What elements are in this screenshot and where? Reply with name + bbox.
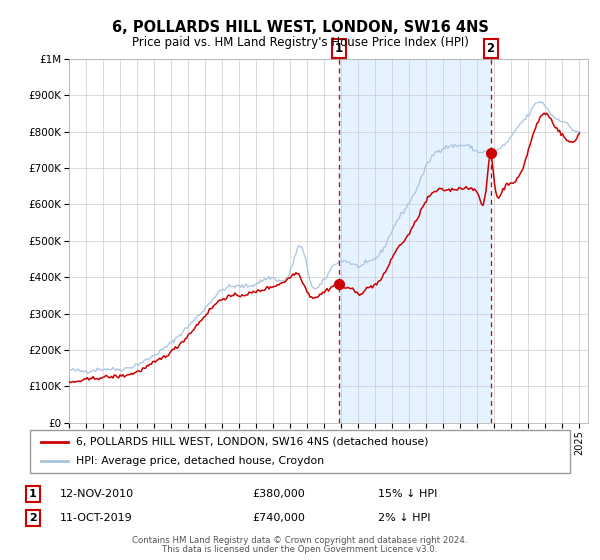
Text: 11-OCT-2019: 11-OCT-2019 bbox=[60, 513, 133, 523]
Text: £740,000: £740,000 bbox=[252, 513, 305, 523]
Text: 2: 2 bbox=[487, 41, 495, 55]
Text: 2: 2 bbox=[29, 513, 37, 523]
Text: 1: 1 bbox=[29, 489, 37, 499]
Text: £380,000: £380,000 bbox=[252, 489, 305, 499]
Text: HPI: Average price, detached house, Croydon: HPI: Average price, detached house, Croy… bbox=[76, 456, 324, 466]
Text: Price paid vs. HM Land Registry's House Price Index (HPI): Price paid vs. HM Land Registry's House … bbox=[131, 36, 469, 49]
Text: 2% ↓ HPI: 2% ↓ HPI bbox=[378, 513, 431, 523]
Text: 15% ↓ HPI: 15% ↓ HPI bbox=[378, 489, 437, 499]
Text: 6, POLLARDS HILL WEST, LONDON, SW16 4NS: 6, POLLARDS HILL WEST, LONDON, SW16 4NS bbox=[112, 20, 488, 35]
Text: Contains HM Land Registry data © Crown copyright and database right 2024.: Contains HM Land Registry data © Crown c… bbox=[132, 536, 468, 545]
FancyBboxPatch shape bbox=[30, 430, 570, 473]
Text: This data is licensed under the Open Government Licence v3.0.: This data is licensed under the Open Gov… bbox=[163, 545, 437, 554]
Text: 6, POLLARDS HILL WEST, LONDON, SW16 4NS (detached house): 6, POLLARDS HILL WEST, LONDON, SW16 4NS … bbox=[76, 437, 428, 447]
Text: 1: 1 bbox=[335, 41, 343, 55]
Text: 12-NOV-2010: 12-NOV-2010 bbox=[60, 489, 134, 499]
Bar bbox=[339, 59, 491, 423]
